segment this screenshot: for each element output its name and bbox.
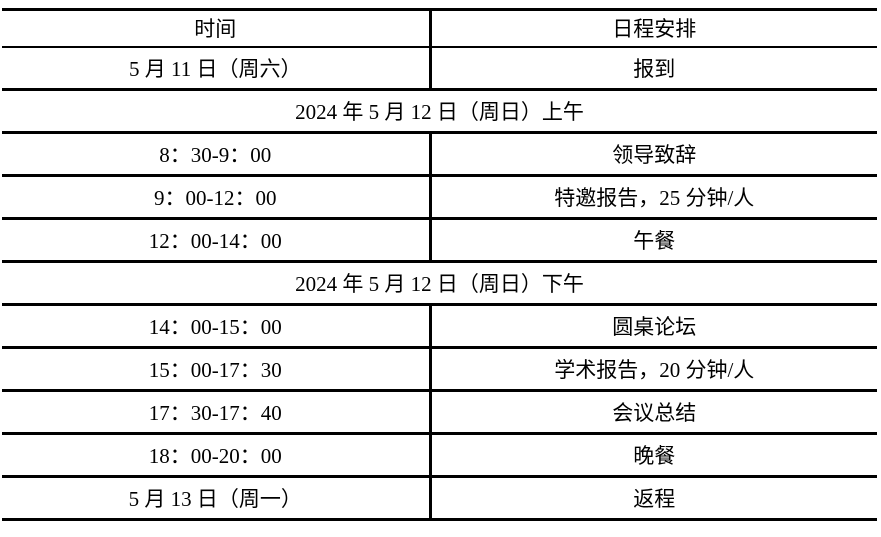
time-cell: 14：00-15：00	[2, 304, 432, 348]
agenda-cell: 午餐	[633, 229, 676, 253]
time-cell: 8：30-9：00	[2, 132, 432, 176]
section-cell: 2024 年 5 月 12 日（周日）上午	[295, 100, 584, 124]
table-row: 5 月 11 日（周六） 报到	[2, 46, 877, 90]
time-cell: 18：00-20：00	[2, 433, 432, 477]
header-time-cell: 时间	[2, 9, 432, 47]
table-row: 8：30-9：00 领导致辞	[2, 132, 877, 176]
table-row: 17：30-17：40 会议总结	[2, 390, 877, 434]
table-row: 15：00-17：30 学术报告，20 分钟/人	[2, 347, 877, 391]
time-cell: 5 月 11 日（周六）	[2, 46, 432, 90]
time-cell: 12：00-14：00	[2, 218, 432, 262]
time-cell: 9：00-12：00	[2, 175, 432, 219]
agenda-cell: 学术报告，20 分钟/人	[554, 358, 755, 382]
agenda-cell: 领导致辞	[612, 143, 697, 167]
table-row: 14：00-15：00 圆桌论坛	[2, 304, 877, 348]
section-row-afternoon: 2024 年 5 月 12 日（周日）下午	[2, 262, 877, 305]
agenda-cell: 圆桌论坛	[612, 315, 697, 339]
document-page: 时间 日程安排 5 月 11 日（周六） 报到 2024 年 5 月 12 日（…	[2, 8, 877, 521]
time-cell: 5 月 13 日（周一）	[2, 476, 432, 520]
section-cell: 2024 年 5 月 12 日（周日）下午	[295, 272, 584, 296]
agenda-cell: 会议总结	[612, 401, 697, 425]
table-row: 12：00-14：00 午餐	[2, 218, 877, 262]
conference-schedule-table: 时间 日程安排 5 月 11 日（周六） 报到 2024 年 5 月 12 日（…	[2, 8, 877, 521]
section-row-morning: 2024 年 5 月 12 日（周日）上午	[2, 90, 877, 133]
agenda-cell: 晚餐	[633, 444, 676, 468]
table-row: 5 月 13 日（周一） 返程	[2, 476, 877, 520]
header-agenda-cell: 日程安排	[612, 17, 697, 42]
agenda-cell: 特邀报告，25 分钟/人	[554, 186, 755, 210]
agenda-cell: 返程	[633, 487, 676, 511]
agenda-cell: 报到	[633, 56, 676, 81]
header-row: 时间 日程安排	[2, 9, 877, 47]
time-cell: 15：00-17：30	[2, 347, 432, 391]
table-row: 18：00-20：00 晚餐	[2, 433, 877, 477]
time-cell: 17：30-17：40	[2, 390, 432, 434]
table-row: 9：00-12：00 特邀报告，25 分钟/人	[2, 175, 877, 219]
